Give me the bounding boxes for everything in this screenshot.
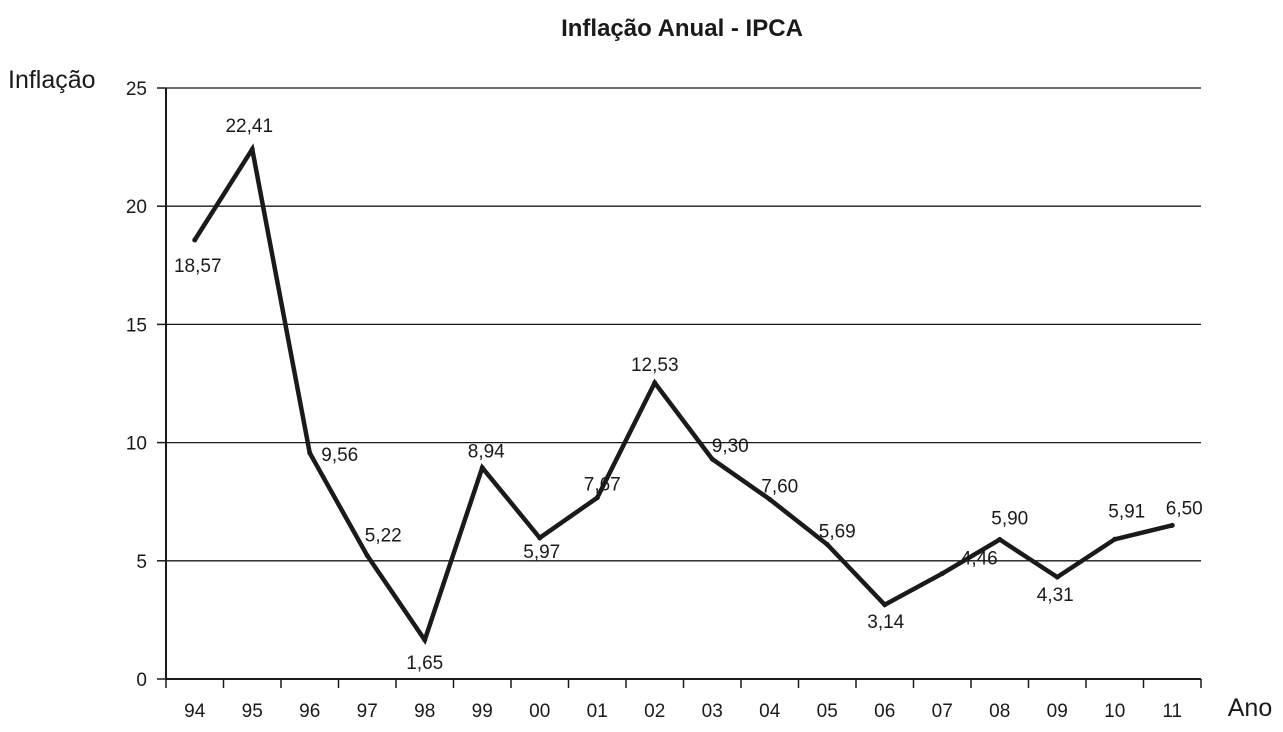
data-point-03 bbox=[709, 456, 715, 462]
x-tick-label-03: 03 bbox=[702, 701, 723, 722]
x-tick-label-99: 99 bbox=[472, 701, 493, 722]
data-label-03: 9,30 bbox=[712, 436, 749, 457]
x-tick-label-09: 09 bbox=[1047, 701, 1068, 722]
data-point-05 bbox=[824, 541, 830, 547]
data-label-00: 5,97 bbox=[523, 542, 560, 563]
y-tick-label: 15 bbox=[126, 315, 147, 336]
data-point-01 bbox=[594, 495, 600, 501]
axes bbox=[157, 87, 1202, 688]
y-tick-label: 0 bbox=[136, 670, 147, 691]
data-label-04: 7,60 bbox=[761, 476, 798, 497]
data-label-01: 7,67 bbox=[584, 475, 621, 496]
data-label-09: 4,31 bbox=[1037, 585, 1074, 606]
data-point-96 bbox=[307, 450, 313, 456]
series bbox=[192, 143, 1175, 646]
y-tick-label: 20 bbox=[126, 197, 147, 218]
data-label-07: 4,46 bbox=[961, 549, 998, 570]
x-tick-label-96: 96 bbox=[299, 701, 320, 722]
data-label-97: 5,22 bbox=[365, 526, 402, 547]
y-tick-label: 25 bbox=[126, 79, 147, 100]
x-tick-label-10: 10 bbox=[1104, 701, 1125, 722]
data-point-07 bbox=[939, 571, 945, 577]
x-tick-label-00: 00 bbox=[529, 701, 550, 722]
data-point-08 bbox=[997, 537, 1003, 543]
data-label-99: 8,94 bbox=[468, 442, 505, 463]
x-tick-label-06: 06 bbox=[874, 701, 895, 722]
x-tick-label-98: 98 bbox=[414, 701, 435, 722]
x-tick-label-05: 05 bbox=[817, 701, 838, 722]
x-tick-label-11: 11 bbox=[1162, 701, 1182, 722]
x-axis-title: Ano bbox=[1228, 694, 1272, 722]
data-point-06 bbox=[882, 602, 888, 608]
y-tick-label: 10 bbox=[126, 434, 147, 455]
data-point-11 bbox=[1169, 522, 1175, 528]
x-tick-label-01: 01 bbox=[587, 701, 608, 722]
data-label-05: 5,69 bbox=[819, 521, 856, 542]
x-tick-label-04: 04 bbox=[759, 701, 781, 722]
data-point-04 bbox=[767, 496, 773, 502]
data-labels: 18,57 22,41 9,56 5,22 1,65 8,94 5,97 7,67 12,53 9… bbox=[174, 116, 1203, 674]
data-point-99 bbox=[479, 465, 485, 471]
gridlines bbox=[166, 87, 1201, 562]
data-point-10 bbox=[1112, 536, 1118, 542]
data-label-06: 3,14 bbox=[867, 612, 904, 633]
data-label-08: 5,90 bbox=[991, 509, 1028, 530]
x-tick-label-07: 07 bbox=[932, 701, 953, 722]
data-point-97 bbox=[364, 553, 370, 559]
data-point-98 bbox=[422, 637, 428, 643]
y-axis-title: Inflação bbox=[8, 66, 96, 94]
data-point-09 bbox=[1054, 574, 1060, 580]
chart-title: Inflação Anual - IPCA bbox=[561, 15, 803, 42]
x-tick-label-95: 95 bbox=[242, 701, 263, 722]
x-tick-label-02: 02 bbox=[644, 701, 665, 722]
data-label-95: 22,41 bbox=[225, 116, 273, 137]
data-label-02: 12,53 bbox=[631, 355, 679, 376]
data-label-96: 9,56 bbox=[321, 445, 358, 466]
y-tick-label: 5 bbox=[136, 552, 147, 573]
data-point-94 bbox=[192, 237, 198, 243]
series-line-ipca bbox=[192, 143, 1173, 646]
x-tick-label-94: 94 bbox=[184, 701, 206, 722]
data-label-11: 6,50 bbox=[1166, 498, 1203, 519]
x-tick-label-08: 08 bbox=[989, 701, 1010, 722]
data-point-02 bbox=[652, 380, 658, 386]
data-label-94: 18,57 bbox=[174, 256, 222, 277]
x-tick-label-97: 97 bbox=[357, 701, 378, 722]
data-label-98: 1,65 bbox=[406, 653, 443, 674]
data-point-95 bbox=[249, 146, 255, 152]
data-point-00 bbox=[537, 535, 543, 541]
data-label-10: 5,91 bbox=[1108, 501, 1145, 522]
